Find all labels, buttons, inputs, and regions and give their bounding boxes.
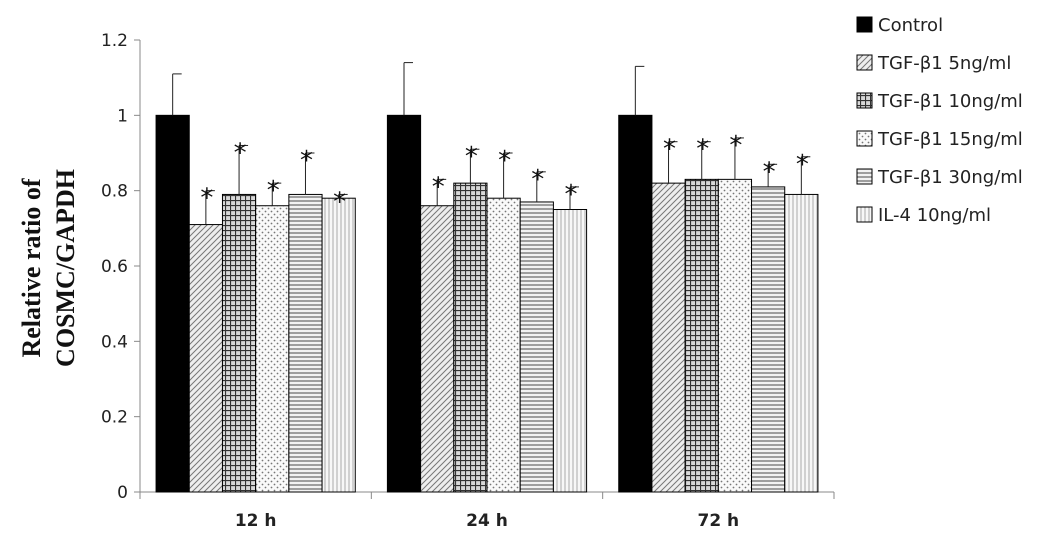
x-category-label: 24 h — [466, 511, 508, 531]
significance-star: * — [465, 142, 478, 172]
legend-item: TGF-β1 5ng/ml — [856, 53, 1011, 74]
bar — [255, 205, 290, 493]
bar — [386, 114, 422, 493]
bar — [453, 182, 488, 493]
legend-label: TGF-β1 10ng/ml — [877, 91, 1023, 112]
y-tick-label: 1 — [117, 106, 128, 126]
chart-legend: Control TGF-β1 5ng/ml TGF-β1 10ng/ml TGF-β1… — [856, 15, 1023, 226]
significance-star: * — [200, 184, 213, 214]
bar — [420, 205, 455, 493]
x-category-label: 12 h — [235, 511, 277, 531]
legend-item: Control — [856, 15, 943, 36]
y-tick-label: 0.8 — [101, 182, 128, 202]
significance-star: * — [498, 146, 511, 176]
bar — [651, 182, 686, 493]
legend-swatch — [856, 92, 873, 109]
significance-star: * — [531, 165, 544, 195]
legend-swatch — [856, 130, 873, 147]
bar — [751, 186, 786, 493]
y-axis-label-line-2: COSMC/GAPDH — [51, 169, 80, 367]
bar — [618, 114, 653, 493]
legend-label: IL-4 10ng/ml — [878, 205, 991, 226]
bar — [784, 193, 819, 493]
chart-bars: * * * * * * * * * * * * * * * — [155, 62, 819, 493]
y-axis-label: Relative ratio of COSMC/GAPDH — [17, 169, 80, 367]
significance-star: * — [565, 180, 578, 210]
legend-item: TGF-β1 15ng/ml — [856, 129, 1023, 150]
significance-star: * — [696, 135, 709, 165]
bar — [155, 114, 190, 493]
significance-star: * — [234, 138, 247, 168]
legend-swatch — [856, 54, 873, 71]
legend-item: IL-4 10ng/ml — [856, 205, 991, 226]
significance-star: * — [432, 172, 445, 202]
bar — [188, 224, 223, 493]
legend-label: TGF-β1 5ng/ml — [877, 53, 1011, 74]
y-tick-label: 0.6 — [101, 257, 128, 277]
bar — [288, 193, 323, 493]
significance-star: * — [333, 187, 346, 217]
x-category-label: 72 h — [697, 511, 739, 531]
significance-star: * — [267, 176, 280, 206]
significance-star: * — [663, 135, 676, 165]
legend-label: TGF-β1 15ng/ml — [877, 129, 1023, 150]
legend-item: TGF-β1 10ng/ml — [856, 91, 1023, 112]
bar — [552, 209, 588, 493]
bar — [684, 178, 719, 493]
chart-axes: 0 0.2 0.4 0.6 0.8 1 1.2 12 h 24 h 72 h — [101, 31, 835, 531]
y-tick-label: 0.2 — [101, 408, 128, 428]
significance-star: * — [729, 131, 742, 161]
bar — [486, 197, 521, 493]
significance-star: * — [796, 150, 809, 180]
bar — [321, 197, 356, 493]
legend-item: TGF-β1 30ng/ml — [856, 167, 1023, 188]
significance-star: * — [300, 146, 313, 176]
legend-label: Control — [878, 15, 943, 36]
bar — [519, 201, 554, 493]
legend-swatch — [856, 16, 873, 33]
y-tick-label: 1.2 — [101, 31, 128, 51]
significance-star: * — [763, 157, 776, 187]
legend-swatch — [856, 206, 873, 223]
bar — [717, 178, 753, 493]
legend-label: TGF-β1 30ng/ml — [877, 167, 1023, 188]
y-axis-label-line-1: Relative ratio of — [17, 178, 46, 357]
bar — [221, 193, 257, 493]
y-tick-label: 0 — [117, 483, 128, 503]
legend-swatch — [856, 168, 873, 185]
y-tick-label: 0.4 — [101, 332, 128, 352]
